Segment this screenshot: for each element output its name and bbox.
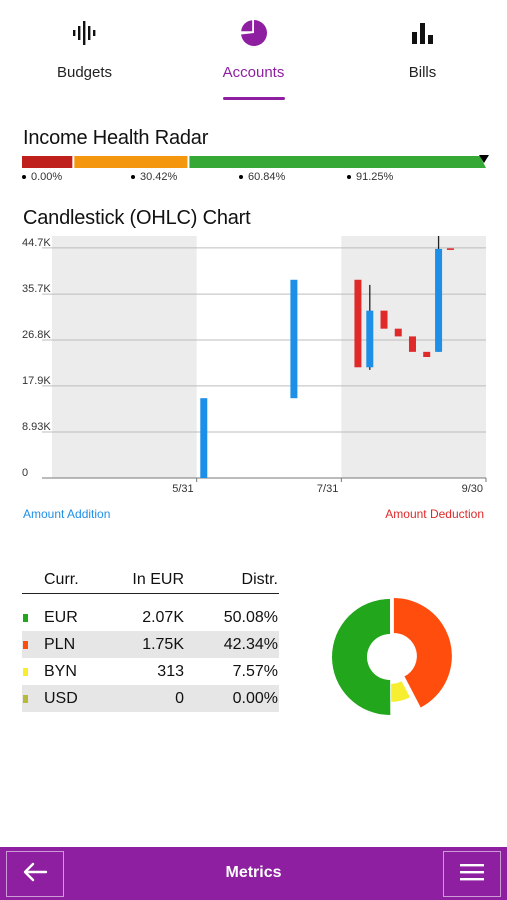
row-currency: EUR (44, 608, 78, 626)
radar-segment (189, 156, 486, 168)
currency-swatch (23, 613, 28, 622)
tab-accounts[interactable]: Accounts (169, 0, 338, 104)
candle-body[interactable] (290, 279, 298, 399)
y-tick-label: 0 (22, 467, 28, 479)
row-currency: USD (44, 689, 78, 707)
row-in-eur: 1.75K (142, 635, 184, 653)
row-currency: PLN (44, 635, 76, 653)
legend-amount-deduction: Amount Deduction (385, 507, 484, 521)
y-tick-label: 26.8K (22, 329, 51, 341)
health-radar-marker (479, 155, 489, 163)
header-distribution: Distr. (241, 571, 278, 588)
table-header: Curr. In EUR Distr. (22, 560, 279, 594)
candle-body[interactable] (435, 248, 443, 352)
row-in-eur: 313 (157, 662, 184, 680)
candlestick-chart: 0 8.93K 17.9K 26.8K 35.7K 44.7K 5/31 7/31 9/30 (22, 236, 487, 495)
table-row: USD 0 0.00% (22, 685, 279, 712)
donut-slice-byn[interactable] (391, 681, 410, 702)
tab-accounts-label: Accounts (222, 64, 285, 81)
y-tick-label: 44.7K (22, 237, 51, 249)
legend-amount-addition: Amount Addition (23, 507, 111, 521)
back-button[interactable] (6, 851, 64, 897)
health-radar-title: Income Health Radar (23, 127, 209, 149)
candle-body[interactable] (394, 328, 402, 337)
tab-budgets-label: Budgets (56, 64, 113, 81)
tab-budgets[interactable]: Budgets (0, 0, 169, 104)
tab-bar: Budgets Accounts Bills (0, 0, 507, 104)
candle-body[interactable] (380, 310, 388, 329)
table-row: PLN 1.75K 42.34% (22, 631, 279, 658)
header-in-eur: In EUR (132, 571, 184, 588)
arrow-left-icon (22, 861, 48, 888)
y-tick-label: 8.93K (22, 421, 51, 433)
menu-button[interactable] (443, 851, 501, 897)
pie-chart-icon (239, 18, 269, 48)
row-currency: BYN (44, 662, 77, 680)
x-tick-label: 5/31 (172, 483, 193, 495)
tab-bills[interactable]: Bills (338, 0, 507, 104)
radar-segment (74, 156, 188, 168)
donut-slice-eur[interactable] (332, 599, 391, 715)
candle-body[interactable] (446, 248, 454, 250)
hamburger-menu-icon (459, 862, 485, 887)
radar-label-2: 60.84% (239, 171, 285, 183)
bar-chart-icon (408, 18, 438, 48)
currency-swatch (23, 694, 28, 703)
row-distribution: 0.00% (232, 689, 278, 707)
row-distribution: 42.34% (223, 635, 278, 653)
table-row: EUR 2.07K 50.08% (22, 604, 279, 631)
radar-label-3: 91.25% (347, 171, 393, 183)
radar-label-0: 0.00% (22, 171, 62, 183)
currency-donut-chart (332, 598, 452, 715)
donut-slice-pln[interactable] (393, 598, 452, 708)
health-radar-bar (22, 156, 486, 168)
x-tick-label: 9/30 (462, 483, 483, 495)
row-distribution: 7.57% (232, 662, 278, 680)
candle-body[interactable] (366, 310, 374, 368)
header-currency: Curr. (44, 571, 79, 588)
y-tick-label: 17.9K (22, 375, 51, 387)
candlestick-title: Candlestick (OHLC) Chart (23, 207, 251, 229)
table-row: BYN 313 7.57% (22, 658, 279, 685)
radar-segment (22, 156, 73, 168)
shaded-band (341, 236, 486, 478)
row-in-eur: 0 (175, 689, 184, 707)
bottom-app-bar: Metrics (0, 847, 507, 900)
screen-title: Metrics (225, 864, 282, 881)
currency-table: Curr. In EUR Distr. EUR 2.07K 50.08% PLN… (22, 560, 279, 712)
waveform-icon (70, 18, 100, 48)
candle-body[interactable] (354, 279, 362, 368)
active-tab-indicator (222, 97, 285, 100)
candle-body[interactable] (423, 351, 431, 357)
y-tick-label: 35.7K (22, 283, 51, 295)
radar-label-1: 30.42% (131, 171, 177, 183)
candle-body[interactable] (408, 336, 416, 352)
x-tick-label: 7/31 (317, 483, 338, 495)
candle-body[interactable] (200, 398, 208, 478)
currency-swatch (23, 640, 28, 649)
shaded-band (52, 236, 197, 478)
currency-swatch (23, 667, 28, 676)
row-in-eur: 2.07K (142, 608, 184, 626)
tab-bills-label: Bills (408, 64, 437, 81)
row-distribution: 50.08% (223, 608, 278, 626)
